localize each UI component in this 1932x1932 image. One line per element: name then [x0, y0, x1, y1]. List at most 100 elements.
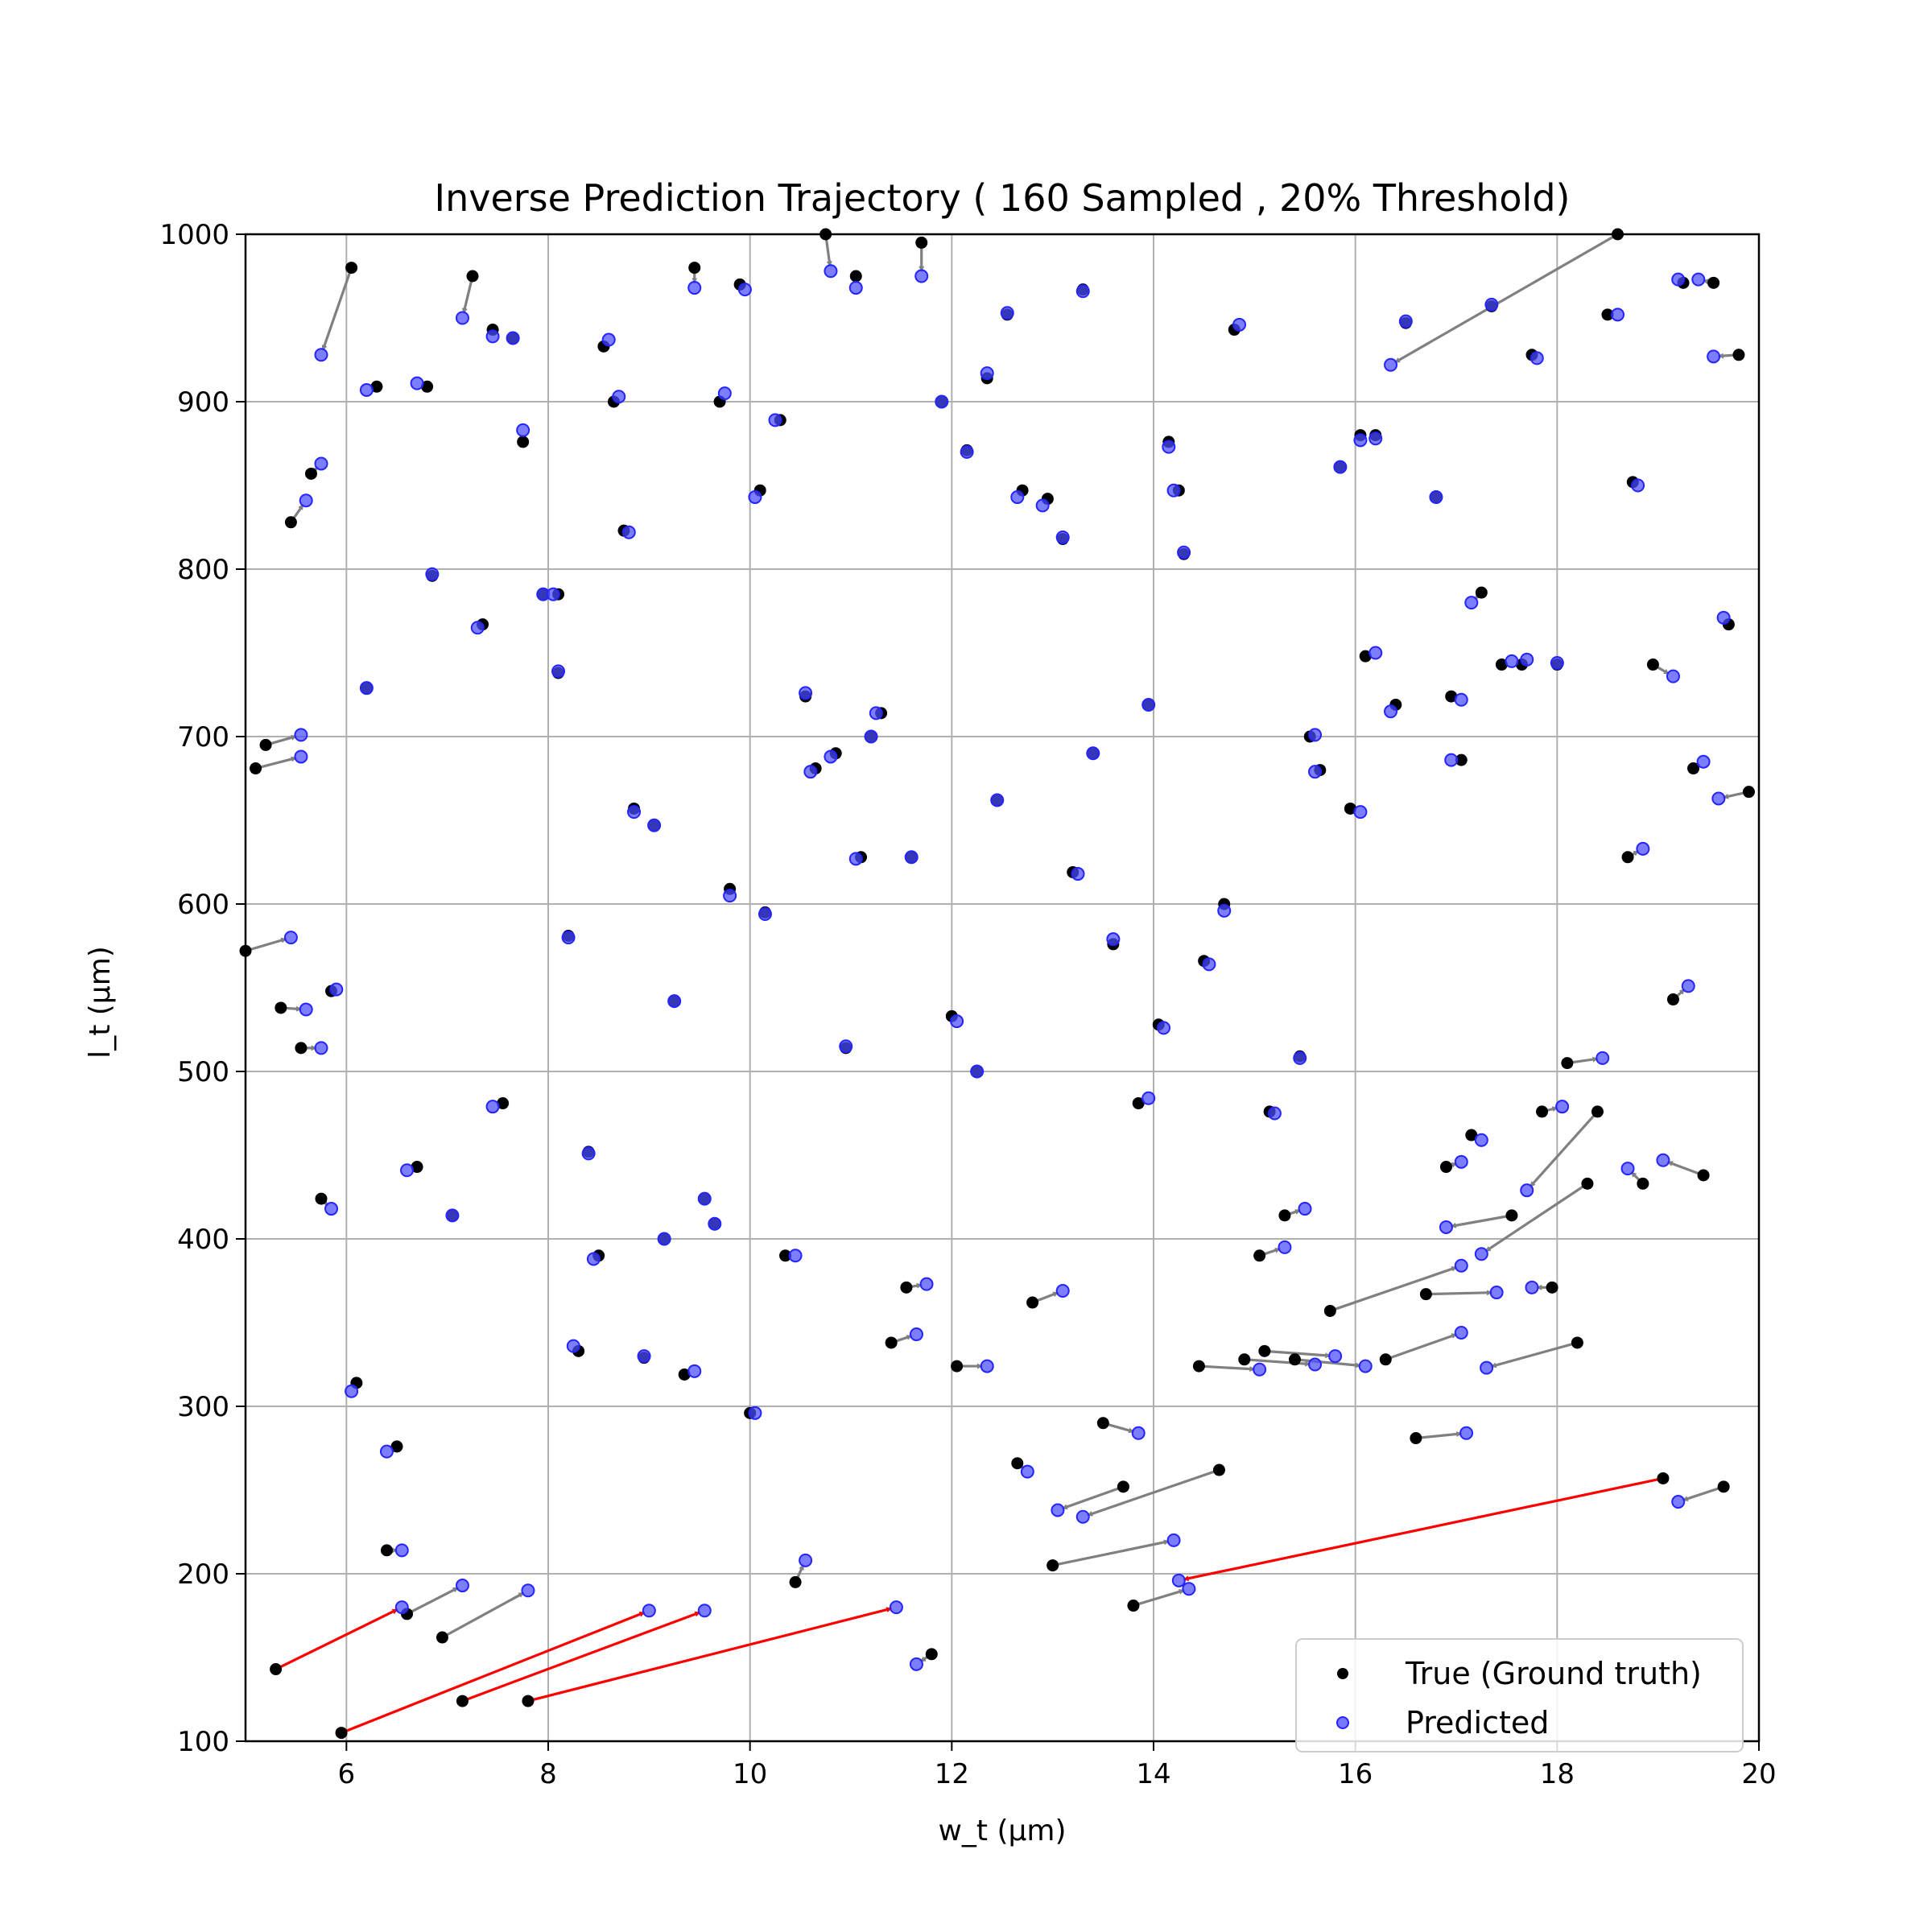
predicted-point [935, 394, 949, 409]
predicted-point [1484, 297, 1499, 312]
predicted-point [299, 1002, 313, 1017]
predicted-point [1141, 697, 1156, 712]
trajectory-arrow [1415, 1431, 1463, 1440]
predicted-point [425, 567, 440, 581]
trajectory-arrow [275, 1608, 398, 1670]
predicted-point [1171, 1573, 1186, 1587]
true-point [1344, 802, 1356, 815]
predicted-point [1596, 1051, 1610, 1065]
y-tick-label: 900 [177, 386, 229, 419]
predicted-point [909, 1657, 923, 1671]
predicted-point [455, 311, 469, 325]
predicted-point [1454, 1258, 1468, 1273]
predicted-point [788, 1249, 803, 1263]
true-point [1359, 650, 1372, 663]
predicted-point [627, 805, 642, 819]
predicted-point [799, 686, 813, 700]
predicted-point [1454, 1325, 1468, 1340]
trajectory-arrow [1199, 1364, 1256, 1373]
predicted-point [1384, 357, 1398, 372]
predicted-point [314, 456, 328, 471]
predicted-point [506, 331, 520, 345]
x-tick-label: 12 [935, 1758, 969, 1790]
predicted-point [612, 390, 626, 404]
predicted-point [546, 587, 560, 601]
predicted-point [1035, 498, 1050, 513]
x-tick-label: 20 [1741, 1758, 1776, 1790]
trajectory-arrow [1385, 1332, 1458, 1361]
predicted-point [1202, 957, 1216, 972]
plot-frame [244, 233, 1761, 1743]
true-point [1546, 1281, 1558, 1294]
predicted-point [299, 493, 313, 508]
true-point [1687, 762, 1700, 775]
predicted-point [737, 283, 752, 297]
predicted-point [1267, 1106, 1282, 1121]
true-point [1278, 1209, 1291, 1222]
true-point [1212, 1463, 1225, 1476]
predicted-point [848, 281, 863, 295]
trajectory-arrow [1426, 1290, 1492, 1296]
predicted-point [1278, 1240, 1292, 1254]
predicted-point [1454, 1154, 1468, 1169]
predicted-point [314, 348, 328, 362]
predicted-point [687, 281, 702, 295]
predicted-point [1489, 1286, 1504, 1300]
predicted-point [723, 889, 737, 903]
predicted-point [345, 1384, 359, 1398]
axis-ticks: 6 8 10 12 14 16 18 20 100 200 300 400 500 600 700 800 90… [159, 219, 1776, 1790]
true-point [915, 236, 928, 249]
trajectory-arrow [1052, 1539, 1170, 1567]
trajectory-arrow [1294, 1358, 1361, 1368]
true-point [1646, 658, 1659, 671]
predicted-point [1525, 1280, 1539, 1294]
predicted-point [717, 386, 732, 401]
true-point [1495, 658, 1508, 671]
predicted-point [904, 850, 919, 865]
predicted-point [1636, 841, 1650, 856]
predicted-point [1620, 1162, 1635, 1176]
true-point [1697, 1169, 1710, 1182]
predicted-point [1000, 306, 1014, 320]
predicted-point [960, 444, 974, 459]
y-tick-label: 400 [177, 1224, 229, 1256]
predicted-point [621, 525, 636, 539]
predicted-point [1631, 478, 1645, 493]
predicted-point [970, 1064, 985, 1079]
true-point [900, 1281, 913, 1294]
true-point [1571, 1336, 1583, 1349]
true-point [1127, 1600, 1140, 1612]
true-point [370, 380, 383, 393]
predicted-point [410, 376, 424, 390]
true-point [466, 270, 479, 283]
predicted-point [980, 366, 994, 381]
trajectory-arrows [245, 233, 1749, 1735]
true-point [1132, 1097, 1145, 1110]
true-point [270, 1663, 283, 1676]
trajectory-arrow [1682, 1485, 1724, 1502]
true-point [284, 516, 297, 529]
predicted-point [1162, 440, 1176, 454]
predicted-point [1464, 596, 1479, 610]
predicted-point [1358, 1359, 1373, 1373]
trajectory-arrow [321, 267, 353, 351]
predicted-point [445, 1208, 460, 1223]
predicted-point [586, 1252, 601, 1266]
predicted-point [601, 332, 616, 347]
true-point [779, 1249, 792, 1262]
true-point [345, 262, 358, 275]
true-point [1258, 1344, 1271, 1357]
true-point [304, 467, 317, 480]
x-tick-label: 14 [1136, 1758, 1170, 1790]
predicted-point [1308, 765, 1323, 779]
predicted-point [1480, 1360, 1494, 1375]
true-point [1026, 1296, 1039, 1309]
predicted-point [637, 1349, 651, 1364]
legend: True (Ground truth) Predicted [1295, 1638, 1744, 1752]
legend-box [1295, 1638, 1744, 1752]
true-point [1621, 851, 1634, 864]
predicted-point [919, 1277, 934, 1291]
predicted-point [1131, 1426, 1146, 1440]
predicted-point [1368, 431, 1383, 446]
